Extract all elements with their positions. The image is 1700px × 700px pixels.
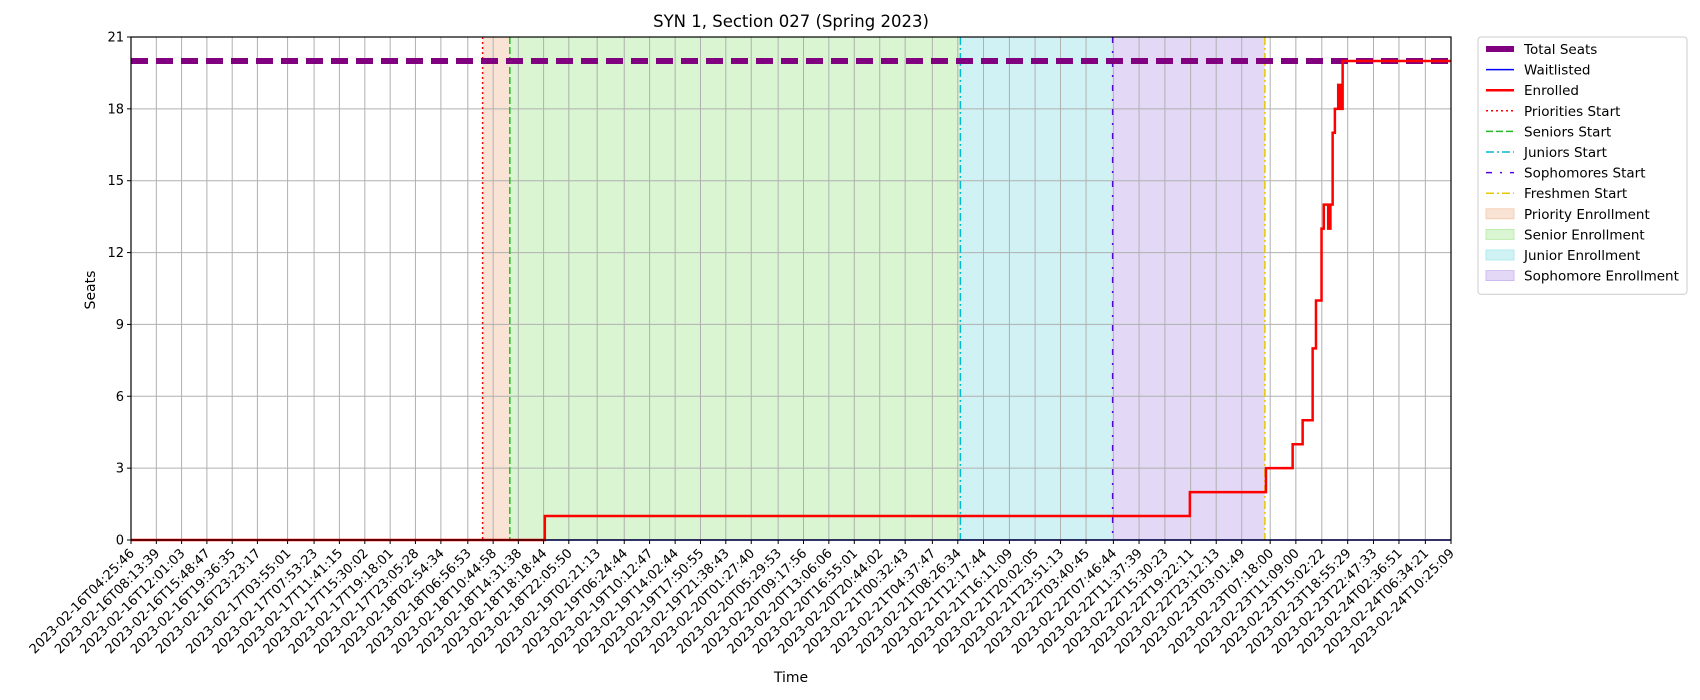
span-priority-enrollment (482, 37, 510, 540)
legend-label-sophomore-enrollment: Sophomore Enrollment (1524, 269, 1679, 285)
span-senior-enrollment (509, 37, 961, 540)
legend-swatch-junior-enrollment (1485, 249, 1515, 261)
y-tick-label: 12 (107, 246, 124, 261)
x-axis-label: Time (773, 670, 808, 686)
legend-label-junior-enrollment: Junior Enrollment (1523, 248, 1640, 264)
legend-swatch-priority-enrollment (1485, 208, 1515, 220)
y-tick-label: 18 (107, 102, 124, 117)
legend-label-freshmen-start: Freshmen Start (1524, 186, 1627, 202)
span-junior-enrollment (960, 37, 1113, 540)
x-axis-ticks: 2023-02-16T04:25:462023-02-16T08:13:3920… (27, 540, 1458, 657)
legend-label-juniors-start: Juniors Start (1523, 145, 1607, 161)
phase-start-lines (481, 37, 1266, 540)
legend-swatch-senior-enrollment (1485, 228, 1515, 240)
legend-label-enrolled: Enrolled (1524, 83, 1579, 99)
plot-frame (130, 36, 1452, 541)
legend-label-total-seats: Total Seats (1523, 42, 1597, 58)
legend-label-senior-enrollment: Senior Enrollment (1524, 227, 1645, 243)
y-tick-label: 3 (116, 462, 124, 477)
legend-label-waitlisted: Waitlisted (1524, 63, 1591, 79)
legend: Total Seats Waitlisted Enrolled Priorities … (1477, 36, 1688, 295)
y-axis-ticks: 0 3 6 9 12 15 18 21 (107, 31, 131, 549)
span-sophomore-enrollment (1112, 37, 1265, 540)
y-tick-label: 9 (116, 318, 124, 333)
y-tick-label: 0 (116, 534, 124, 549)
legend-swatch-sophomore-enrollment (1485, 270, 1515, 282)
legend-label-seniors-start: Seniors Start (1524, 124, 1611, 140)
chart-title: SYN 1, Section 027 (Spring 2023) (653, 12, 929, 31)
legend-label-sophomores-start: Sophomores Start (1524, 166, 1646, 182)
y-axis-label: Seats (83, 271, 99, 310)
legend-label-priority-enrollment: Priority Enrollment (1524, 207, 1650, 223)
series-enrolled (131, 59, 1451, 542)
legend-box (1477, 36, 1688, 295)
y-tick-label: 15 (107, 174, 124, 189)
legend-label-priorities-start: Priorities Start (1524, 104, 1620, 120)
y-tick-label: 21 (107, 31, 124, 46)
enrollment-spans (482, 37, 1265, 540)
y-tick-label: 6 (116, 390, 124, 405)
